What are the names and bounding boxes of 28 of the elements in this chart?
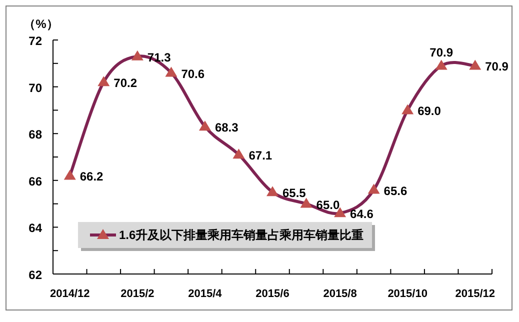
y-tick-label: 64 [28, 221, 42, 236]
y-tick-label: 68 [28, 128, 42, 142]
data-label: 70.6 [181, 66, 205, 81]
x-tick-label: 2015/2 [120, 288, 154, 300]
data-label: 69.0 [418, 104, 442, 118]
data-label: 65.0 [316, 198, 340, 212]
x-tick-label: 2015/12 [455, 288, 495, 300]
data-label: 65.5 [282, 186, 306, 200]
y-tick-label: 70 [28, 80, 42, 95]
data-label: 70.9 [485, 60, 509, 74]
y-tick-label: 62 [28, 268, 42, 282]
x-tick-label: 2015/4 [188, 288, 223, 300]
data-label: 67.1 [248, 148, 272, 163]
x-tick-label: 2015/6 [256, 288, 290, 300]
data-label: 70.9 [430, 46, 454, 60]
x-tick-label: 2015/8 [323, 288, 357, 300]
data-label: 64.6 [350, 207, 374, 222]
y-tick-label: 66 [28, 174, 42, 188]
data-label: 65.6 [384, 184, 408, 198]
legend-label: 1.6升及以下排量乘用车销量占乘用车销量比重 [119, 228, 364, 242]
y-tick-label: 72 [28, 34, 42, 48]
data-label: 70.2 [114, 76, 138, 90]
x-tick-label: 2015/10 [388, 288, 428, 300]
y-axis-title: （%） [24, 17, 58, 31]
data-label: 71.3 [147, 50, 172, 64]
data-label: 68.3 [214, 120, 239, 135]
x-tick-label: 2014/12 [50, 288, 90, 300]
data-label: 66.2 [80, 170, 104, 184]
